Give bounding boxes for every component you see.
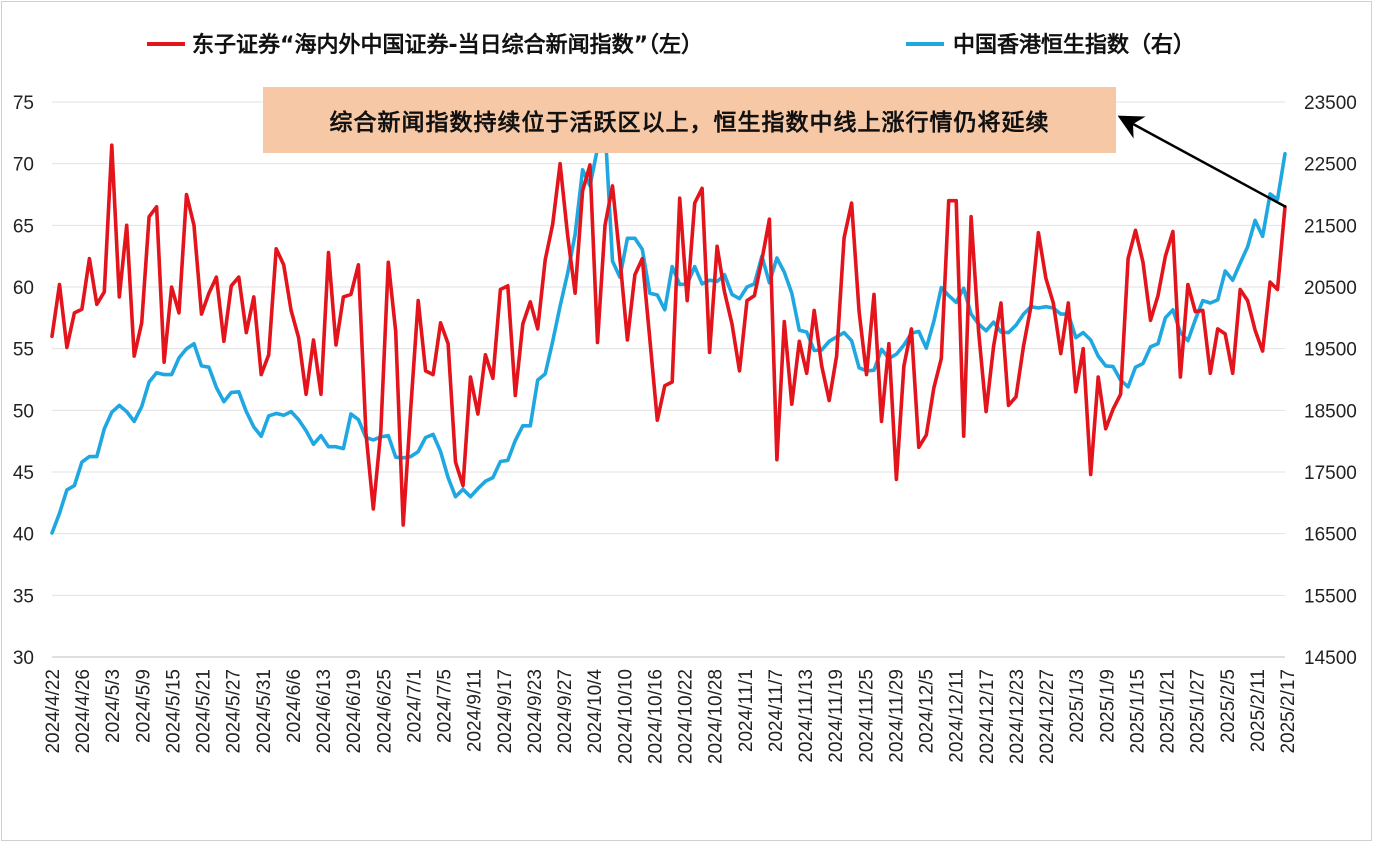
x-tick-label: 2024/5/27 [224, 669, 245, 754]
y-left-tick-label: 70 [13, 155, 34, 176]
x-tick-label: 2024/12/5 [917, 669, 938, 754]
x-tick-label: 2024/10/22 [676, 669, 697, 764]
x-tick-label: 2025/2/17 [1278, 669, 1299, 754]
x-tick-label: 2024/10/10 [615, 669, 636, 764]
annotation-text: 综合新闻指数持续位于活跃区以上，恒生指数中线上涨行情仍将延续 [329, 110, 1050, 136]
x-tick-label: 2024/11/29 [886, 669, 907, 763]
x-tick-label: 2024/11/7 [766, 669, 787, 752]
y-left-tick-label: 75 [13, 93, 34, 114]
y-left-tick-label: 55 [13, 340, 34, 361]
x-tick-label: 2025/1/3 [1067, 669, 1088, 743]
x-tick-label: 2024/9/27 [555, 669, 576, 754]
x-tick-label: 2024/6/6 [284, 669, 305, 743]
x-tick-label: 2024/12/11 [947, 669, 968, 763]
y-right-tick-label: 19500 [1304, 340, 1357, 361]
x-tick-label: 2024/4/26 [73, 669, 94, 754]
x-tick-label: 2024/4/22 [43, 669, 64, 754]
x-tick-label: 2024/7/1 [404, 669, 425, 743]
x-tick-label: 2024/12/23 [1007, 669, 1028, 764]
x-tick-label: 2024/5/3 [103, 669, 124, 743]
x-tick-label: 2025/1/21 [1158, 669, 1179, 754]
y-right-tick-label: 20500 [1304, 278, 1357, 299]
x-tick-label: 2024/10/16 [645, 669, 666, 764]
y-right-tick-label: 23500 [1304, 93, 1357, 114]
x-tick-label: 2024/5/21 [194, 669, 215, 754]
y-right-tick-label: 16500 [1304, 525, 1357, 546]
y-left-tick-label: 35 [13, 586, 34, 607]
y-left-tick-label: 65 [13, 216, 34, 237]
x-tick-label: 2024/5/9 [133, 669, 154, 743]
x-tick-label: 2024/9/11 [465, 669, 486, 752]
x-tick-label: 2024/11/19 [826, 669, 847, 763]
x-tick-label: 2024/9/17 [495, 669, 516, 754]
y-left-tick-label: 50 [13, 401, 34, 422]
x-tick-label: 2025/1/27 [1188, 669, 1209, 754]
x-tick-label: 2024/5/15 [163, 669, 184, 754]
x-tick-label: 2024/7/5 [435, 669, 456, 743]
x-tick-label: 2025/2/11 [1248, 669, 1269, 752]
x-tick-label: 2024/6/13 [314, 669, 335, 754]
annotation-arrow [1117, 115, 1287, 209]
x-tick-label: 2025/1/15 [1127, 669, 1148, 754]
x-tick-label: 2024/11/1 [736, 669, 757, 752]
y-right-tick-label: 22500 [1304, 155, 1357, 176]
x-tick-label: 2025/1/9 [1097, 669, 1118, 743]
x-tick-label: 2025/2/5 [1218, 669, 1239, 743]
annotation-box: 综合新闻指数持续位于活跃区以上，恒生指数中线上涨行情仍将延续 [263, 87, 1116, 153]
x-tick-label: 2024/6/25 [374, 669, 395, 754]
legend-label: 东子证券“海内外中国证券-当日综合新闻指数”（左） [192, 32, 703, 58]
x-tick-label: 2024/10/4 [585, 669, 606, 754]
x-tick-label: 2024/12/27 [1037, 669, 1058, 764]
x-tick-label: 2024/11/25 [856, 669, 877, 763]
y-left-tick-label: 30 [13, 648, 34, 669]
series-line-news-index [50, 143, 1287, 527]
y-left-tick-label: 45 [13, 463, 34, 484]
x-tick-label: 2024/5/31 [254, 669, 275, 754]
x-tick-label: 2024/9/23 [525, 669, 546, 754]
y-right-tick-label: 15500 [1304, 586, 1357, 607]
y-right-tick-label: 18500 [1304, 401, 1357, 422]
x-tick-label: 2024/12/17 [977, 669, 998, 764]
y-right-tick-label: 14500 [1304, 648, 1357, 669]
y-right-tick-label: 21500 [1304, 216, 1357, 237]
y-left-tick-label: 40 [13, 525, 34, 546]
y-right-tick-label: 17500 [1304, 463, 1357, 484]
x-tick-label: 2024/10/28 [706, 669, 727, 764]
y-left-tick-label: 60 [13, 278, 34, 299]
legend-label: 中国香港恒生指数（右） [953, 32, 1195, 58]
series-line-hang-seng [50, 124, 1287, 535]
x-tick-label: 2024/6/19 [344, 669, 365, 754]
x-tick-label: 2024/11/13 [796, 669, 817, 763]
